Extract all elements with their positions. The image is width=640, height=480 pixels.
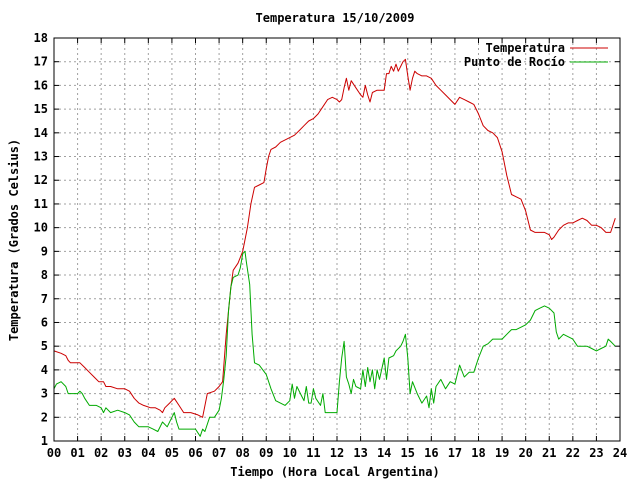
x-tick-label: 08 [235,446,249,460]
x-tick-label: 05 [165,446,179,460]
x-tick-label: 21 [542,446,556,460]
y-tick-label: 4 [41,363,48,377]
x-tick-label: 14 [377,446,391,460]
chart-title: Temperatura 15/10/2009 [256,11,415,25]
x-tick-label: 15 [401,446,415,460]
y-tick-label: 14 [34,126,48,140]
x-tick-label: 09 [259,446,273,460]
x-tick-label: 19 [495,446,509,460]
y-axis-label: Temperatura (Grados Celsius) [7,139,21,341]
legend: Temperatura Punto de Rocío [464,41,608,69]
series-layer [53,58,616,437]
y-tick-label: 2 [41,410,48,424]
y-tick-label: 10 [34,221,48,235]
y-tick-label: 11 [34,197,48,211]
series-line-temperatura [53,58,616,418]
x-tick-label: 07 [212,446,226,460]
x-tick-label: 24 [613,446,627,460]
legend-label-punto-de-rocio: Punto de Rocío [464,55,565,69]
y-tick-label: 13 [34,150,48,164]
x-axis-label: Tiempo (Hora Local Argentina) [230,465,440,479]
x-tick-label: 16 [424,446,438,460]
y-tick-label: 16 [34,78,48,92]
x-tick-label: 03 [118,446,132,460]
y-tick-label: 8 [41,268,48,282]
y-tick-label: 7 [41,292,48,306]
x-tick-label: 17 [448,446,462,460]
x-tick-label: 11 [306,446,320,460]
y-tick-label: 6 [41,315,48,329]
x-tick-label: 22 [566,446,580,460]
y-tick-label: 12 [34,173,48,187]
y-tick-label: 3 [41,387,48,401]
y-tick-label: 5 [41,339,48,353]
y-tick-label: 18 [34,31,48,45]
ticks-layer: 00 01 02 03 04 05 06 07 08 09 10 11 12 13 14 15 16 17 18 19… [34,31,628,460]
x-tick-label: 23 [589,446,603,460]
x-tick-label: 00 [47,446,61,460]
y-tick-label: 1 [41,434,48,448]
x-tick-label: 12 [330,446,344,460]
y-tick-label: 17 [34,55,48,69]
plot-frame [53,37,621,442]
x-tick-label: 20 [518,446,532,460]
x-tick-label: 04 [141,446,155,460]
x-tick-label: 06 [188,446,202,460]
x-tick-label: 02 [94,446,108,460]
y-tick-label: 9 [41,244,48,258]
x-tick-label: 01 [70,446,84,460]
series-line-punto-de-rocio [53,250,616,437]
y-tick-label: 15 [34,102,48,116]
x-tick-label: 13 [353,446,367,460]
grid-layer [54,38,620,441]
x-tick-label: 18 [471,446,485,460]
x-tick-label: 10 [283,446,297,460]
legend-label-temperatura: Temperatura [486,41,565,55]
